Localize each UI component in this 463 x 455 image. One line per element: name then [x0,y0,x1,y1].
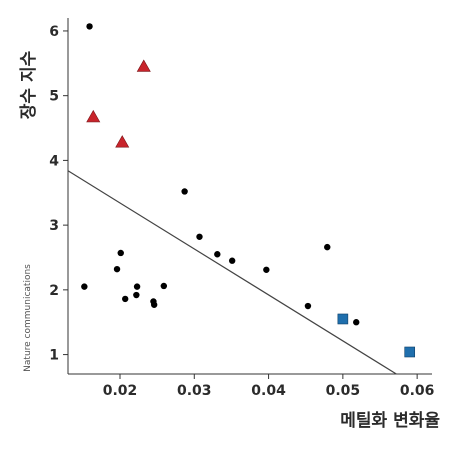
data-point [117,249,124,257]
y-axis-ticks: 1 2 3 4 5 6 [49,24,68,364]
y-axis-title: 장수 지수 [19,50,39,119]
data-point [304,302,312,310]
data-point [196,233,203,240]
source-credit: Nature communications [23,264,33,372]
triangle-point [136,59,151,72]
x-tick-label: 0.06 [400,383,435,399]
x-tick-label: 0.03 [177,383,212,399]
data-point [353,319,360,326]
data-point [122,295,129,303]
data-point [150,301,158,308]
triangle-point [86,109,101,123]
data-point [324,243,331,251]
data-point [160,282,168,290]
data-point [228,257,236,264]
regression-line [67,170,397,375]
y-tick-label: 1 [49,348,59,364]
data-point [133,283,141,290]
data-point [214,251,221,258]
trendline-group [67,170,397,375]
data-point [81,283,88,290]
x-tick-label: 0.02 [103,383,138,399]
data-point [133,291,140,299]
y-tick-label: 2 [49,283,59,299]
data-point [113,265,121,273]
data-point [86,23,93,30]
y-tick-label: 4 [49,153,59,169]
square-point [337,313,349,325]
y-tick-label: 3 [49,218,59,234]
data-points [81,23,416,358]
square-point [404,346,416,358]
y-tick-label: 6 [49,24,59,40]
data-point [263,266,270,273]
x-tick-label: 0.04 [251,383,286,399]
x-tick-label: 0.05 [326,383,361,399]
data-point [181,188,188,195]
x-axis-ticks: 0.02 0.03 0.04 0.05 0.06 [103,374,435,399]
y-tick-label: 5 [49,89,59,105]
x-axis-title: 메틸화 변화율 [340,410,440,431]
triangle-point [115,135,130,148]
